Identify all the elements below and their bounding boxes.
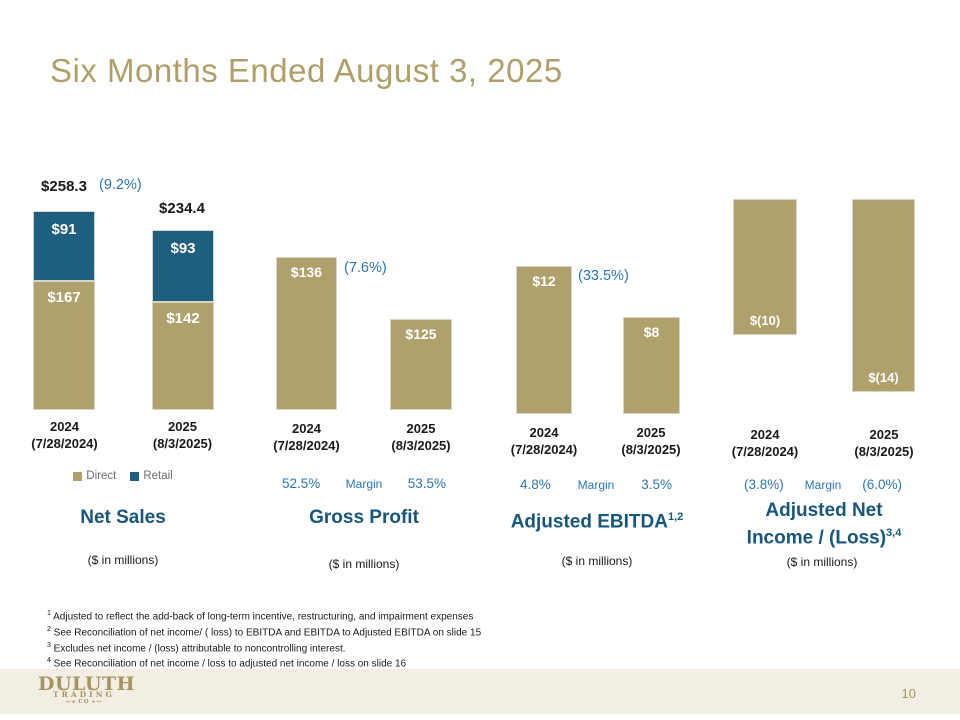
net-sales-axis-2024: 2024 (7/28/2024) (31, 419, 98, 451)
footnote-1: 1 Adjusted to reflect the add-back of lo… (47, 610, 474, 623)
gross-profit-2024-bar (276, 257, 337, 410)
net-sales-total-2024: $258.3 (41, 178, 87, 195)
gross-profit-unit: ($ in millions) (328, 557, 400, 571)
ebitda-margin-2024: 4.8% (520, 477, 551, 492)
net-income-axis-2024: 2024 (7/28/2024) (731, 427, 799, 459)
ebitda-unit: ($ in millions) (561, 554, 633, 568)
gross-profit-axis-2025: 2025 (8/3/2025) (391, 421, 451, 453)
gross-profit-margin-2024: 52.5% (282, 476, 321, 491)
footer-bar: DULUTH TRADING CO 10 (0, 669, 960, 714)
gross-profit-2024-value: $136 (290, 264, 323, 280)
gross-profit-2025-bar (390, 319, 452, 410)
gross-profit-change: (7.6%) (344, 260, 387, 276)
net-sales-2025-direct-bar (152, 302, 214, 410)
duluth-trading-logo: DULUTH TRADING CO (38, 675, 135, 706)
net-sales-change: (9.2%) (99, 177, 142, 193)
net-sales-title: Net Sales (80, 507, 166, 528)
net-sales-unit: ($ in millions) (87, 553, 159, 567)
footnote-4: 4 See Reconciliation of net income / los… (47, 657, 407, 670)
net-sales-2024-retail-value: $91 (51, 221, 77, 238)
net-income-title: Adjusted Net Income / (Loss)3,4 (746, 500, 902, 549)
legend-retail-label: Retail (143, 470, 173, 482)
net-sales-2024-direct-value: $167 (47, 289, 81, 306)
margin-word: Margin (577, 478, 615, 492)
legend-item-retail: Retail (130, 470, 173, 482)
net-sales-legend: Direct Retail (43, 470, 203, 482)
gross-profit-axis-2024: 2024 (7/28/2024) (273, 421, 340, 453)
ebitda-2024-value: $12 (532, 273, 556, 289)
net-sales-total-2025: $234.4 (159, 200, 205, 217)
retail-swatch-icon (130, 471, 140, 481)
gross-profit-title: Gross Profit (309, 507, 419, 528)
legend-direct-label: Direct (86, 470, 117, 482)
net-sales-2025-direct-value: $142 (166, 310, 200, 327)
page-number: 10 (901, 686, 916, 701)
ebitda-margin-row: 4.8% Margin 3.5% (520, 477, 672, 492)
net-sales-2025-retail-bar (152, 230, 214, 302)
margin-word: Margin (804, 478, 842, 492)
net-income-axis-2025: 2025 (8/3/2025) (854, 427, 914, 459)
direct-swatch-icon (73, 471, 83, 481)
legend-item-direct: Direct (73, 470, 116, 482)
ebitda-change: (33.5%) (578, 268, 629, 284)
net-income-margin-2024: (3.8%) (744, 477, 784, 492)
net-income-margin-2025: (6.0%) (862, 477, 902, 492)
net-income-2024-value: $(10) (749, 313, 781, 328)
net-income-2025-value: $(14) (868, 370, 899, 385)
net-sales-2024-direct-bar (33, 281, 95, 410)
ebitda-axis-2024: 2024 (7/28/2024) (510, 425, 578, 457)
net-sales-2025-retail-value: $93 (170, 240, 196, 257)
net-sales-axis-2025: 2025 (8/3/2025) (152, 419, 213, 451)
footnote-3: 3 Excludes net income / (loss) attributa… (47, 641, 346, 654)
ebitda-axis-2025: 2025 (8/3/2025) (621, 425, 681, 457)
net-income-2024-bar (733, 199, 797, 335)
ebitda-2024-bar (516, 266, 572, 414)
ebitda-2025-value: $8 (643, 324, 660, 340)
ebitda-title: Adjusted EBITDA1,2 (510, 511, 684, 533)
page-title: Six Months Ended August 3, 2025 (50, 52, 563, 89)
footnotes: 1 Adjusted to reflect the add-back of lo… (47, 608, 481, 671)
ebitda-margin-2025: 3.5% (641, 477, 672, 492)
net-income-margin-row: (3.8%) Margin (6.0%) (744, 477, 902, 492)
net-income-2025-bar (852, 199, 915, 392)
margin-word: Margin (345, 477, 383, 491)
gross-profit-margin-2025: 53.5% (407, 476, 446, 491)
footnote-2: 2 See Reconciliation of net income/ ( lo… (47, 625, 482, 639)
gross-profit-margin-row: 52.5% Margin 53.5% (282, 476, 446, 491)
gross-profit-2025-value: $125 (405, 326, 437, 342)
ebitda-2025-bar (623, 317, 680, 414)
net-income-unit: ($ in millions) (786, 555, 858, 569)
net-sales-2024-retail-bar (33, 211, 95, 281)
